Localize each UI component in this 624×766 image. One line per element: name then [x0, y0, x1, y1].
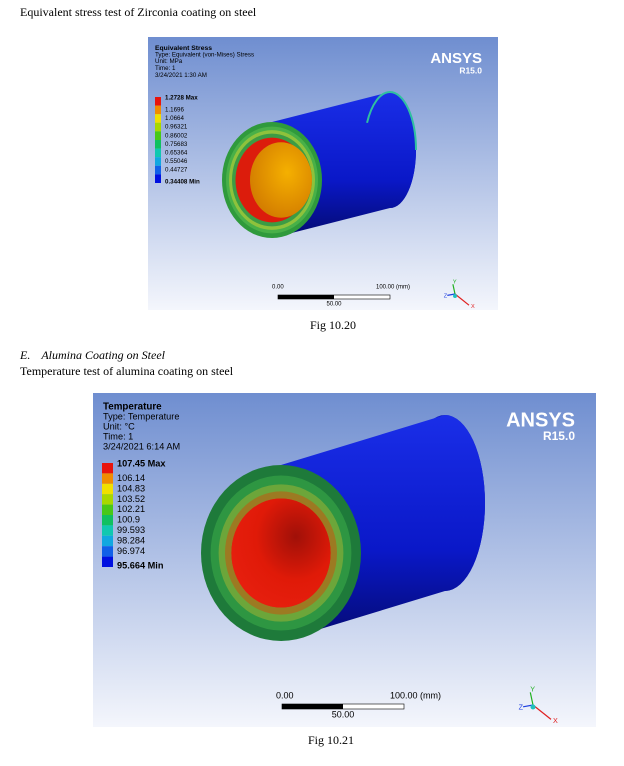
legend-label: 98.284 — [117, 535, 145, 545]
legend-swatch — [102, 535, 113, 547]
triad-label: X — [471, 304, 475, 310]
legend-swatch — [102, 504, 113, 515]
legend-swatch — [102, 556, 113, 567]
scale-label: 50.00 — [326, 302, 342, 308]
legend-label: 1.0664 — [165, 115, 184, 122]
triad-axis — [452, 284, 456, 295]
legend-swatch — [102, 473, 113, 484]
legend-header: 3/24/2021 1:30 AM — [155, 72, 207, 79]
legend-swatch — [102, 546, 113, 557]
legend-swatch — [102, 463, 113, 474]
triad-axis — [447, 293, 456, 296]
triad-label: X — [553, 716, 558, 725]
legend-label: 107.45 Max — [117, 458, 166, 468]
legend-swatch — [155, 148, 161, 158]
logo: ANSYS — [506, 409, 575, 431]
bore — [231, 498, 331, 608]
legend-label: 103.52 — [117, 494, 145, 504]
triad-axis — [454, 293, 470, 306]
legend-header: 3/24/2021 6:14 AM — [103, 441, 180, 451]
legend-header: Time: 1 — [155, 65, 176, 72]
legend-header: Unit: MPa — [155, 58, 183, 65]
legend-label: 1.1696 — [165, 107, 184, 114]
legend-swatch — [102, 483, 113, 495]
legend-header: Equivalent Stress — [155, 45, 212, 52]
section-label: E. — [20, 348, 31, 362]
figure-caption: Fig 10.20 — [310, 318, 357, 332]
legend-header: Type: Equivalent (von-Mises) Stress — [155, 51, 254, 58]
legend-swatch — [155, 174, 161, 183]
heading: Temperature test of alumina coating on s… — [20, 364, 234, 378]
legend-label: 0.34408 Min — [165, 179, 200, 186]
legend-label: 99.593 — [117, 525, 145, 535]
legend-label: 95.664 Min — [117, 560, 164, 570]
legend-label: 102.21 — [117, 504, 145, 514]
legend-swatch — [155, 122, 161, 132]
bore — [250, 142, 312, 218]
legend-swatch — [102, 494, 113, 505]
legend-label: 0.55046 — [165, 158, 188, 165]
figure-caption: Fig 10.21 — [308, 733, 355, 747]
legend-header: Time: 1 — [103, 431, 133, 441]
triad-origin — [453, 294, 457, 298]
section-heading: E. Alumina Coating on Steel — [20, 348, 165, 363]
legend-swatch — [155, 105, 161, 115]
section-title: Alumina Coating on Steel — [41, 348, 165, 362]
legend-swatch — [155, 140, 161, 149]
scale-label: 100.00 (mm) — [376, 285, 410, 291]
scale-label: 0.00 — [272, 285, 284, 291]
legend-swatch — [102, 515, 113, 526]
scale-label: 0.00 — [276, 690, 294, 700]
legend-header: Temperature — [103, 402, 162, 413]
legend-swatch — [155, 97, 161, 106]
scale-label: 50.00 — [332, 709, 355, 719]
rim — [363, 91, 417, 209]
triad-label: Z — [519, 703, 524, 712]
triad-axis — [532, 704, 552, 720]
legend-swatch — [155, 114, 161, 123]
legend-label: 0.86002 — [165, 132, 188, 139]
triad-label: Y — [453, 280, 457, 286]
scale-label: 100.00 (mm) — [390, 690, 441, 700]
version: R15.0 — [543, 429, 575, 443]
legend-label: 0.96321 — [165, 124, 188, 131]
legend-label: 0.75683 — [165, 141, 188, 148]
legend-swatch — [155, 131, 161, 140]
heading: Equivalent stress test of Zirconia coati… — [20, 5, 257, 19]
triad-axis — [529, 692, 534, 706]
legend-label: 0.65364 — [165, 150, 188, 157]
legend-swatch — [155, 157, 161, 166]
scale-bar-black — [282, 704, 343, 709]
legend-label: 104.83 — [117, 483, 145, 493]
legend-swatch — [155, 165, 161, 175]
triad-label: Y — [530, 685, 535, 694]
legend-label: 0.44727 — [165, 167, 188, 174]
legend-swatch — [102, 525, 113, 536]
legend-label: 96.974 — [117, 546, 145, 556]
legend-label: 106.14 — [117, 473, 145, 483]
triad-origin — [530, 704, 536, 710]
logo: ANSYS — [430, 50, 482, 67]
legend-header: Type: Temperature — [103, 411, 179, 421]
triad-label: Z — [444, 294, 448, 300]
version: R15.0 — [459, 65, 482, 75]
scale-bar-black — [278, 295, 334, 299]
legend-label: 100.9 — [117, 515, 140, 525]
legend-label: 1.2728 Max — [165, 95, 198, 102]
legend-header: Unit: °C — [103, 421, 135, 431]
